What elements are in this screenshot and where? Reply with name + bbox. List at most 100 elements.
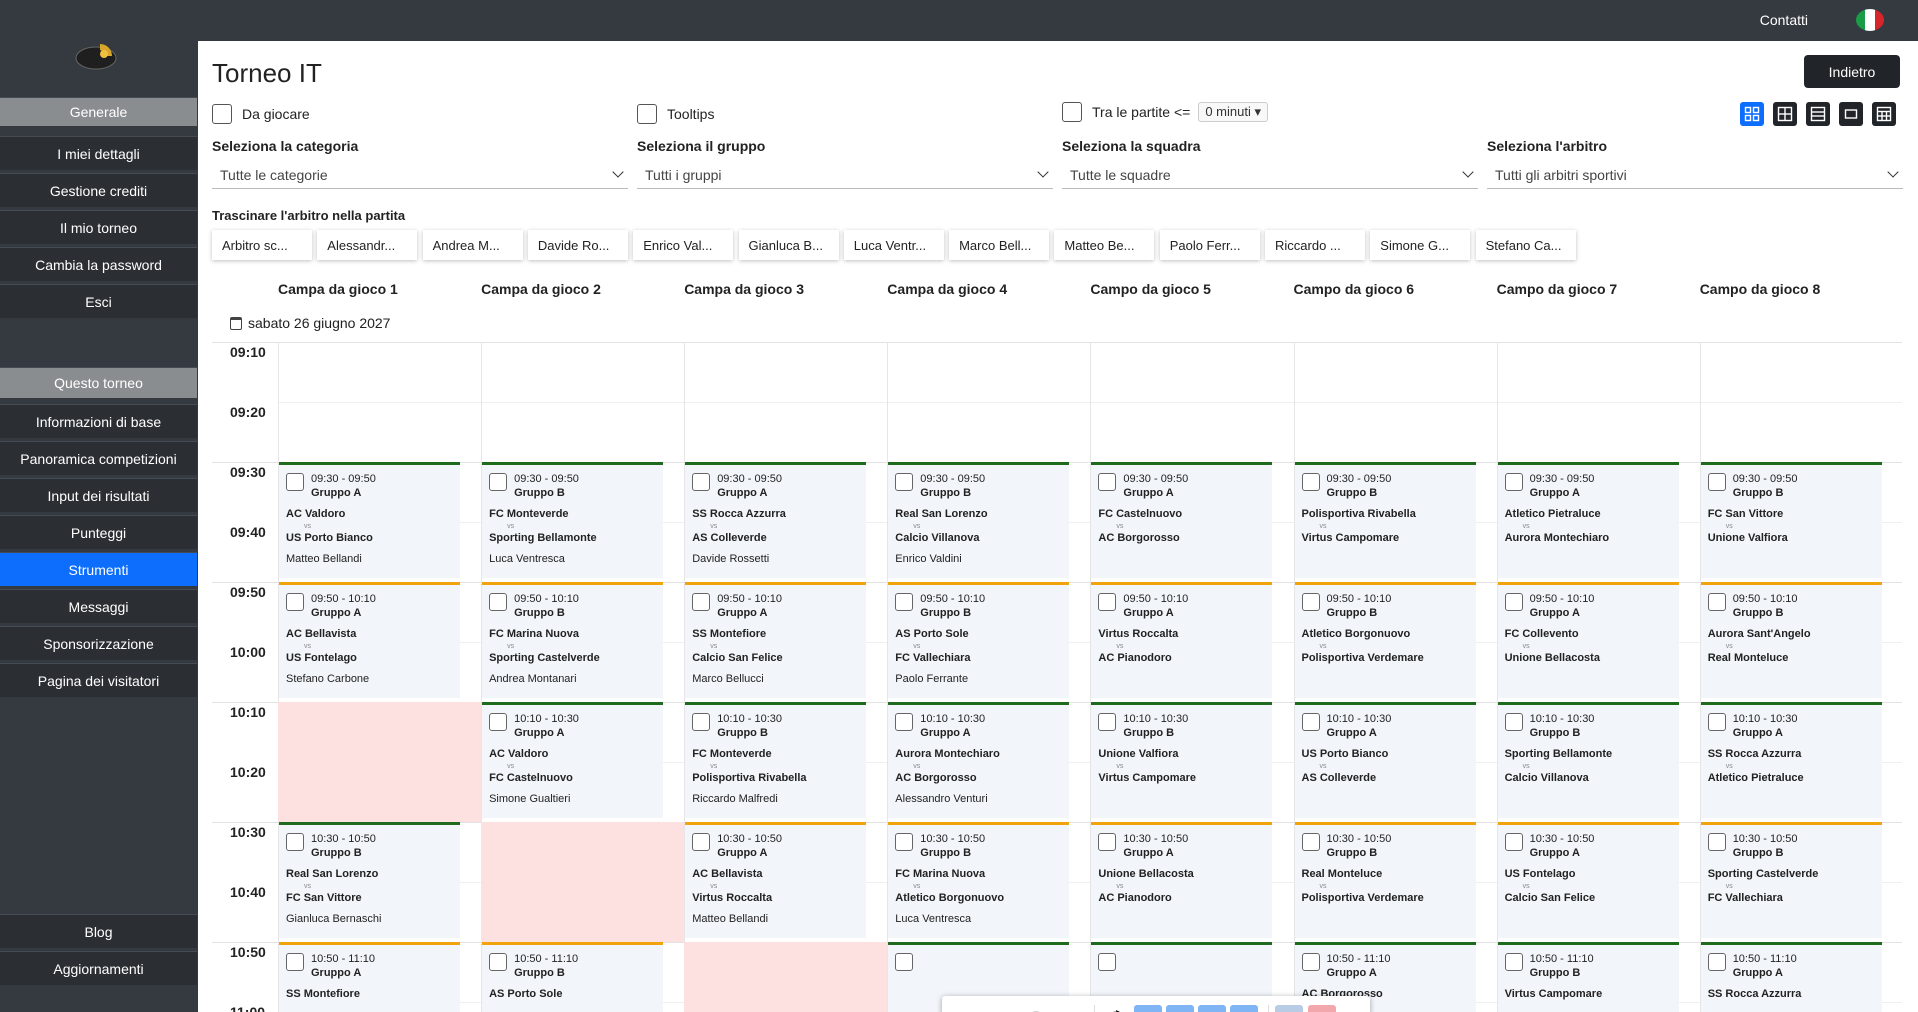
match-card[interactable]: 09:50 - 10:10 Gruppo A AC Bellavista vs US F…	[279, 582, 460, 698]
filter-da-giocare[interactable]: Da giocare	[212, 104, 310, 124]
match-checkbox[interactable]	[1504, 833, 1523, 851]
match-checkbox[interactable]	[1707, 473, 1726, 491]
match-checkbox[interactable]	[489, 953, 508, 971]
match-card[interactable]: 09:50 - 10:10 Gruppo A Virtus Roccalta vs AC…	[1091, 582, 1273, 698]
match-card[interactable]: 10:10 - 10:30 Gruppo A SS Rocca Azzurra vs A…	[1700, 702, 1882, 818]
match-checkbox[interactable]	[1707, 833, 1726, 851]
first-page-icon[interactable]	[1134, 1005, 1162, 1012]
match-card[interactable]: 10:10 - 10:30 Gruppo B Sporting Bellamonte…	[1497, 702, 1679, 818]
sidebar-item-input-dei-risultati[interactable]: Input dei risultati	[0, 478, 197, 512]
match-card[interactable]: 09:50 - 10:10 Gruppo B Aurora Sant'Angelo v…	[1700, 582, 1882, 698]
view-grid-small-icon[interactable]	[1740, 102, 1764, 126]
match-card[interactable]: 10:50 - 11:10 Gruppo A SS Montefiore	[279, 942, 460, 1012]
match-checkbox[interactable]	[692, 713, 711, 731]
between-matches-checkbox[interactable]	[1062, 102, 1082, 122]
referee-chip[interactable]: Riccardo ...	[1265, 230, 1365, 260]
match-checkbox[interactable]	[895, 713, 914, 731]
previous-page-icon[interactable]	[1166, 1005, 1194, 1012]
da-giocare-checkbox[interactable]	[212, 104, 232, 124]
match-referee[interactable]: Andrea Montanari	[489, 673, 577, 685]
sidebar-item-cambia-la-password[interactable]: Cambia la password	[0, 247, 197, 281]
minutes-select[interactable]: 0 minuti ▾	[1198, 102, 1268, 122]
match-referee[interactable]: Paolo Ferrante	[895, 673, 969, 685]
match-card[interactable]: 10:30 - 10:50 Gruppo A AC Bellavista vs Virt…	[685, 822, 867, 938]
filter-tooltips[interactable]: Tooltips	[637, 104, 714, 124]
match-checkbox[interactable]	[1504, 953, 1523, 971]
match-checkbox[interactable]	[489, 713, 508, 731]
sidebar-item-i-miei-dettagli[interactable]: I miei dettagli	[0, 136, 197, 170]
match-card[interactable]: 09:30 - 09:50 Gruppo B Polisportiva Rivabe…	[1294, 462, 1476, 578]
match-card[interactable]: 09:30 - 09:50 Gruppo A SS Rocca Azzurra vs A…	[685, 462, 867, 578]
match-checkbox[interactable]	[895, 473, 914, 491]
referee-chip[interactable]: Matteo Be...	[1054, 230, 1155, 260]
match-card[interactable]: 09:30 - 09:50 Gruppo A Atletico Pietraluce…	[1497, 462, 1679, 578]
empty-slot[interactable]	[278, 702, 482, 822]
match-checkbox[interactable]	[895, 593, 914, 611]
match-checkbox[interactable]	[489, 593, 508, 611]
empty-slot[interactable]	[481, 822, 685, 942]
sidebar-item-il-mio-torneo[interactable]: Il mio torneo	[0, 210, 197, 244]
filter-select-3[interactable]: Tutti gli arbitri sportivi	[1487, 161, 1903, 189]
match-checkbox[interactable]	[489, 473, 508, 491]
referee-chip[interactable]: Paolo Ferr...	[1159, 230, 1260, 260]
match-referee[interactable]: Davide Rossetti	[692, 553, 770, 565]
match-card[interactable]: 09:50 - 10:10 Gruppo A SS Montefiore vs Calc…	[685, 582, 867, 698]
referee-chip[interactable]: Andrea M...	[422, 230, 523, 260]
match-checkbox[interactable]	[895, 953, 914, 971]
match-card[interactable]: 10:30 - 10:50 Gruppo B Real Monteluce vs Pol…	[1294, 822, 1476, 938]
sidebar-item-punteggi[interactable]: Punteggi	[0, 515, 197, 549]
back-button[interactable]: Indietro	[1804, 55, 1900, 88]
close-icon[interactable]	[1308, 1005, 1336, 1012]
referee-chip[interactable]: Simone G...	[1370, 230, 1471, 260]
filter-select-1[interactable]: Tutti i gruppi	[637, 161, 1053, 189]
match-card[interactable]: 10:10 - 10:30 Gruppo A US Porto Bianco vs AS…	[1294, 702, 1476, 818]
match-referee[interactable]: Marco Bellucci	[692, 673, 764, 685]
sidebar-item-informazioni-di-base[interactable]: Informazioni di base	[0, 404, 197, 438]
filter-select-2[interactable]: Tutte le squadre	[1062, 161, 1478, 189]
match-checkbox[interactable]	[895, 833, 914, 851]
match-referee[interactable]: Matteo Bellandi	[286, 553, 362, 565]
match-referee[interactable]: Alessandro Venturi	[895, 793, 988, 805]
match-checkbox[interactable]	[286, 833, 304, 851]
match-card[interactable]: 10:30 - 10:50 Gruppo B Real San Lorenzo vs F…	[279, 822, 460, 938]
view-single-icon[interactable]	[1839, 102, 1863, 126]
clock-icon[interactable]	[1022, 1005, 1050, 1012]
match-referee[interactable]: Luca Ventresca	[489, 553, 565, 565]
match-card[interactable]: 10:30 - 10:50 Gruppo B FC Marina Nuova vs At…	[888, 822, 1070, 938]
sidebar-item-blog[interactable]: Blog	[0, 914, 197, 948]
match-card[interactable]: 10:30 - 10:50 Gruppo B Sporting Castelverd…	[1700, 822, 1882, 938]
next-page-icon[interactable]	[1198, 1005, 1226, 1012]
match-checkbox[interactable]	[1301, 833, 1320, 851]
match-checkbox[interactable]	[1504, 593, 1523, 611]
match-checkbox[interactable]	[286, 473, 304, 491]
filter-between-matches[interactable]: Tra le partite <= 0 minuti ▾	[1062, 102, 1268, 122]
match-checkbox[interactable]	[1098, 473, 1117, 491]
referee-chip[interactable]: Enrico Val...	[633, 230, 734, 260]
match-card[interactable]: 10:30 - 10:50 Gruppo A Unione Bellacosta vs…	[1091, 822, 1273, 938]
match-checkbox[interactable]	[1301, 953, 1320, 971]
match-card[interactable]: 10:50 - 11:10 Gruppo A SS Rocca Azzurra	[1700, 942, 1882, 1012]
match-referee[interactable]: Stefano Carbone	[286, 673, 370, 685]
sidebar-item-esci[interactable]: Esci	[0, 284, 197, 318]
match-card[interactable]: 09:50 - 10:10 Gruppo B FC Marina Nuova vs Sp…	[482, 582, 664, 698]
sidebar-item-gestione-crediti[interactable]: Gestione crediti	[0, 173, 197, 207]
referee-chip[interactable]: Luca Ventr...	[843, 230, 944, 260]
match-card[interactable]: 10:30 - 10:50 Gruppo A US Fontelago vs Calci…	[1497, 822, 1679, 938]
match-checkbox[interactable]	[1707, 953, 1726, 971]
empty-slot[interactable]	[684, 942, 888, 1012]
tooltips-checkbox[interactable]	[637, 104, 657, 124]
print-icon[interactable]	[1275, 1005, 1303, 1012]
view-grid-icon[interactable]	[1773, 102, 1797, 126]
match-checkbox[interactable]	[1098, 713, 1117, 731]
sidebar-item-pagina-dei-visitatori[interactable]: Pagina dei visitatori	[0, 663, 197, 697]
sidebar-item-strumenti[interactable]: Strumenti	[0, 552, 197, 586]
match-card[interactable]: 09:50 - 10:10 Gruppo B Atletico Borgonuovo…	[1294, 582, 1476, 698]
referee-chip[interactable]: Arbitro sc...	[212, 230, 312, 260]
refresh-icon[interactable]	[1101, 1005, 1129, 1012]
match-referee[interactable]: Riccardo Malfredi	[692, 793, 778, 805]
match-card[interactable]: 10:50 - 11:10 Gruppo B Virtus Campomare	[1497, 942, 1679, 1012]
italy-flag-icon[interactable]	[1856, 9, 1884, 31]
match-card[interactable]: 09:30 - 09:50 Gruppo B FC Monteverde vs Spor…	[482, 462, 664, 578]
match-referee[interactable]: Enrico Valdini	[895, 553, 962, 565]
view-rows-icon[interactable]	[1806, 102, 1830, 126]
